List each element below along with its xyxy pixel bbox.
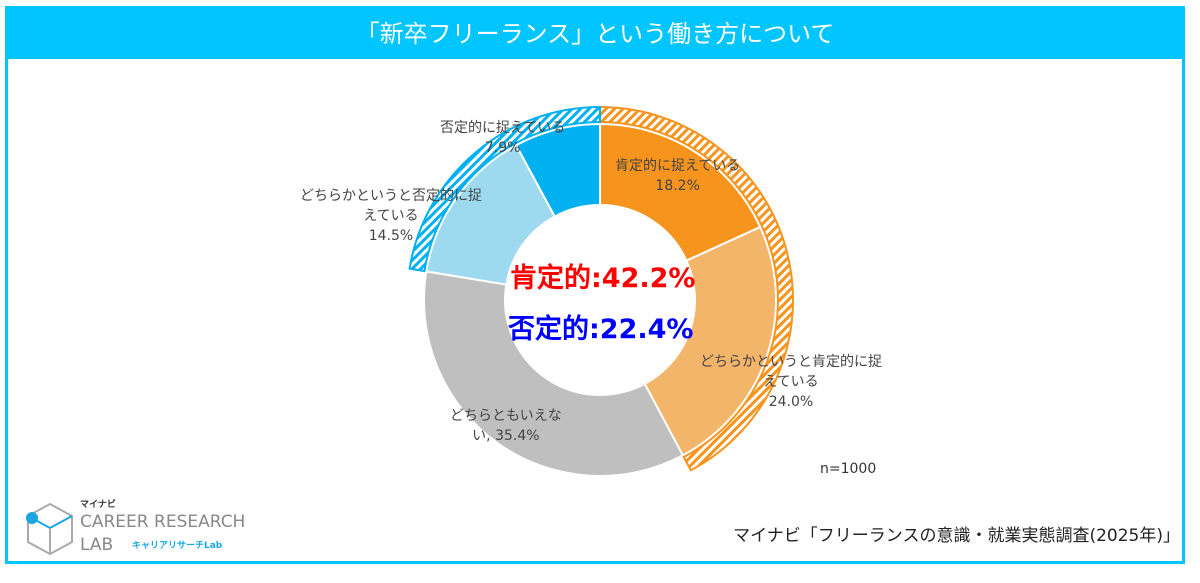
- slice-0: [599, 122, 762, 262]
- logo-brand: マイナビ: [80, 500, 116, 510]
- slice-1: [643, 225, 777, 457]
- outer-ring-positive: [599, 105, 794, 472]
- logo-line2: LAB: [80, 535, 114, 555]
- slice-label-somewhat-positive: どちらかというと肯定的に捉 えている 24.0%: [700, 354, 882, 410]
- logo-sub: キャリアリサーチLab: [132, 541, 223, 551]
- sample-size: n=1000: [820, 461, 877, 477]
- logo-line1: CAREER RESEARCH: [80, 512, 246, 532]
- slice-2: [423, 270, 685, 477]
- chart-title: 「新卒フリーランス」という働き方について: [8, 9, 1182, 59]
- logo-mark-icon: [26, 502, 73, 556]
- slice-label-negative: 否定的に捉えている 7.9%: [440, 120, 566, 156]
- center-label-negative: 否定的:22.4%: [508, 314, 694, 345]
- center-label-positive: 肯定的:42.2%: [510, 263, 696, 294]
- slice-label-neutral: どちらともいえな い, 35.4%: [450, 408, 562, 444]
- slice-label-somewhat-negative: どちらかというと否定的に捉 えている 14.5%: [300, 188, 482, 244]
- source-note: マイナビ「フリーランスの意識・就業実態調査(2025年)」: [733, 526, 1180, 546]
- outer-ring-negative: [408, 105, 601, 273]
- slice-label-positive: 肯定的に捉えている 18.2%: [615, 158, 741, 194]
- logo: マイナビ CAREER RESEARCH LAB キャリアリサーチLab: [22, 500, 282, 558]
- slice-4: [514, 122, 601, 218]
